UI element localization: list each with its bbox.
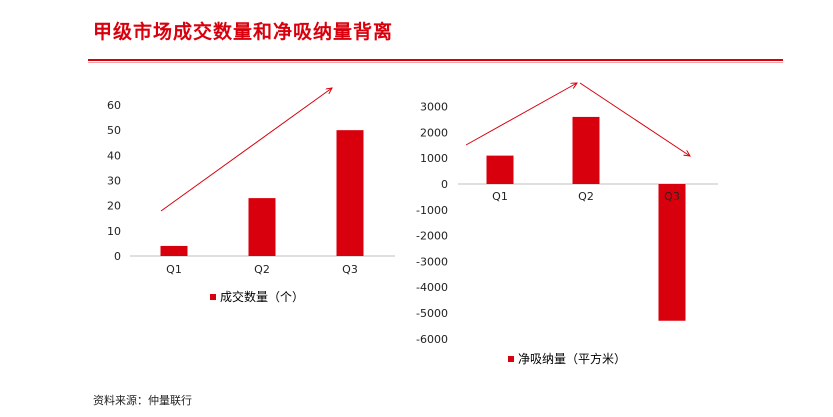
legend-label: 净吸纳量（平方米） — [518, 352, 627, 366]
y-tick-label: 10 — [107, 225, 121, 238]
legend-swatch — [508, 355, 514, 362]
x-tick-label: Q2 — [578, 190, 594, 203]
trend-arrow — [160, 88, 332, 212]
y-tick-label: -3000 — [416, 255, 448, 268]
legend-swatch — [210, 293, 216, 300]
bar — [248, 198, 276, 256]
title-underline-shadow — [88, 62, 783, 63]
bar — [336, 130, 364, 256]
x-tick-label: Q1 — [492, 190, 508, 203]
y-tick-label: -6000 — [416, 333, 448, 346]
y-tick-label: 20 — [107, 200, 121, 213]
deal-count-chart: 0 10 20 30 40 50 60 Q1 Q2 Q3 — [107, 88, 395, 276]
page-title: 甲级市场成交数量和净吸纳量背离 — [93, 21, 394, 43]
trend-arrow-up — [465, 83, 577, 146]
y-tick-label: -5000 — [416, 307, 448, 320]
bar — [572, 116, 600, 184]
y-tick-label: -4000 — [416, 281, 448, 294]
bar — [486, 155, 514, 184]
bar — [658, 184, 686, 321]
y-tick-label: 50 — [107, 124, 121, 137]
y-tick-label: 2000 — [420, 126, 448, 139]
bar — [160, 245, 188, 256]
y-tick-label: 40 — [107, 149, 121, 162]
x-tick-label: Q3 — [664, 190, 680, 203]
y-tick-label: -1000 — [416, 204, 448, 217]
y-tick-label: 1000 — [420, 152, 448, 165]
trend-arrow-down — [579, 82, 690, 156]
title-underline — [88, 59, 783, 61]
source-note: 资料来源：仲量联行 — [93, 394, 192, 407]
x-tick-label: Q3 — [342, 263, 358, 276]
y-tick-label: 0 — [114, 250, 121, 263]
x-tick-label: Q1 — [166, 263, 182, 276]
net-absorption-chart: 3000 2000 1000 0 -1000 -2000 -3000 -4000 -5000 -6… — [416, 83, 718, 346]
y-tick-label: 0 — [441, 178, 448, 191]
deal-count-legend: 成交数量（个） — [210, 288, 304, 305]
legend-label: 成交数量（个） — [220, 290, 305, 304]
y-tick-label: 60 — [107, 99, 121, 112]
x-tick-label: Q2 — [254, 263, 270, 276]
y-tick-label: 30 — [107, 175, 121, 188]
y-tick-label: -2000 — [416, 230, 448, 243]
y-tick-label: 3000 — [420, 101, 448, 114]
net-absorption-legend: 净吸纳量（平方米） — [508, 350, 626, 367]
